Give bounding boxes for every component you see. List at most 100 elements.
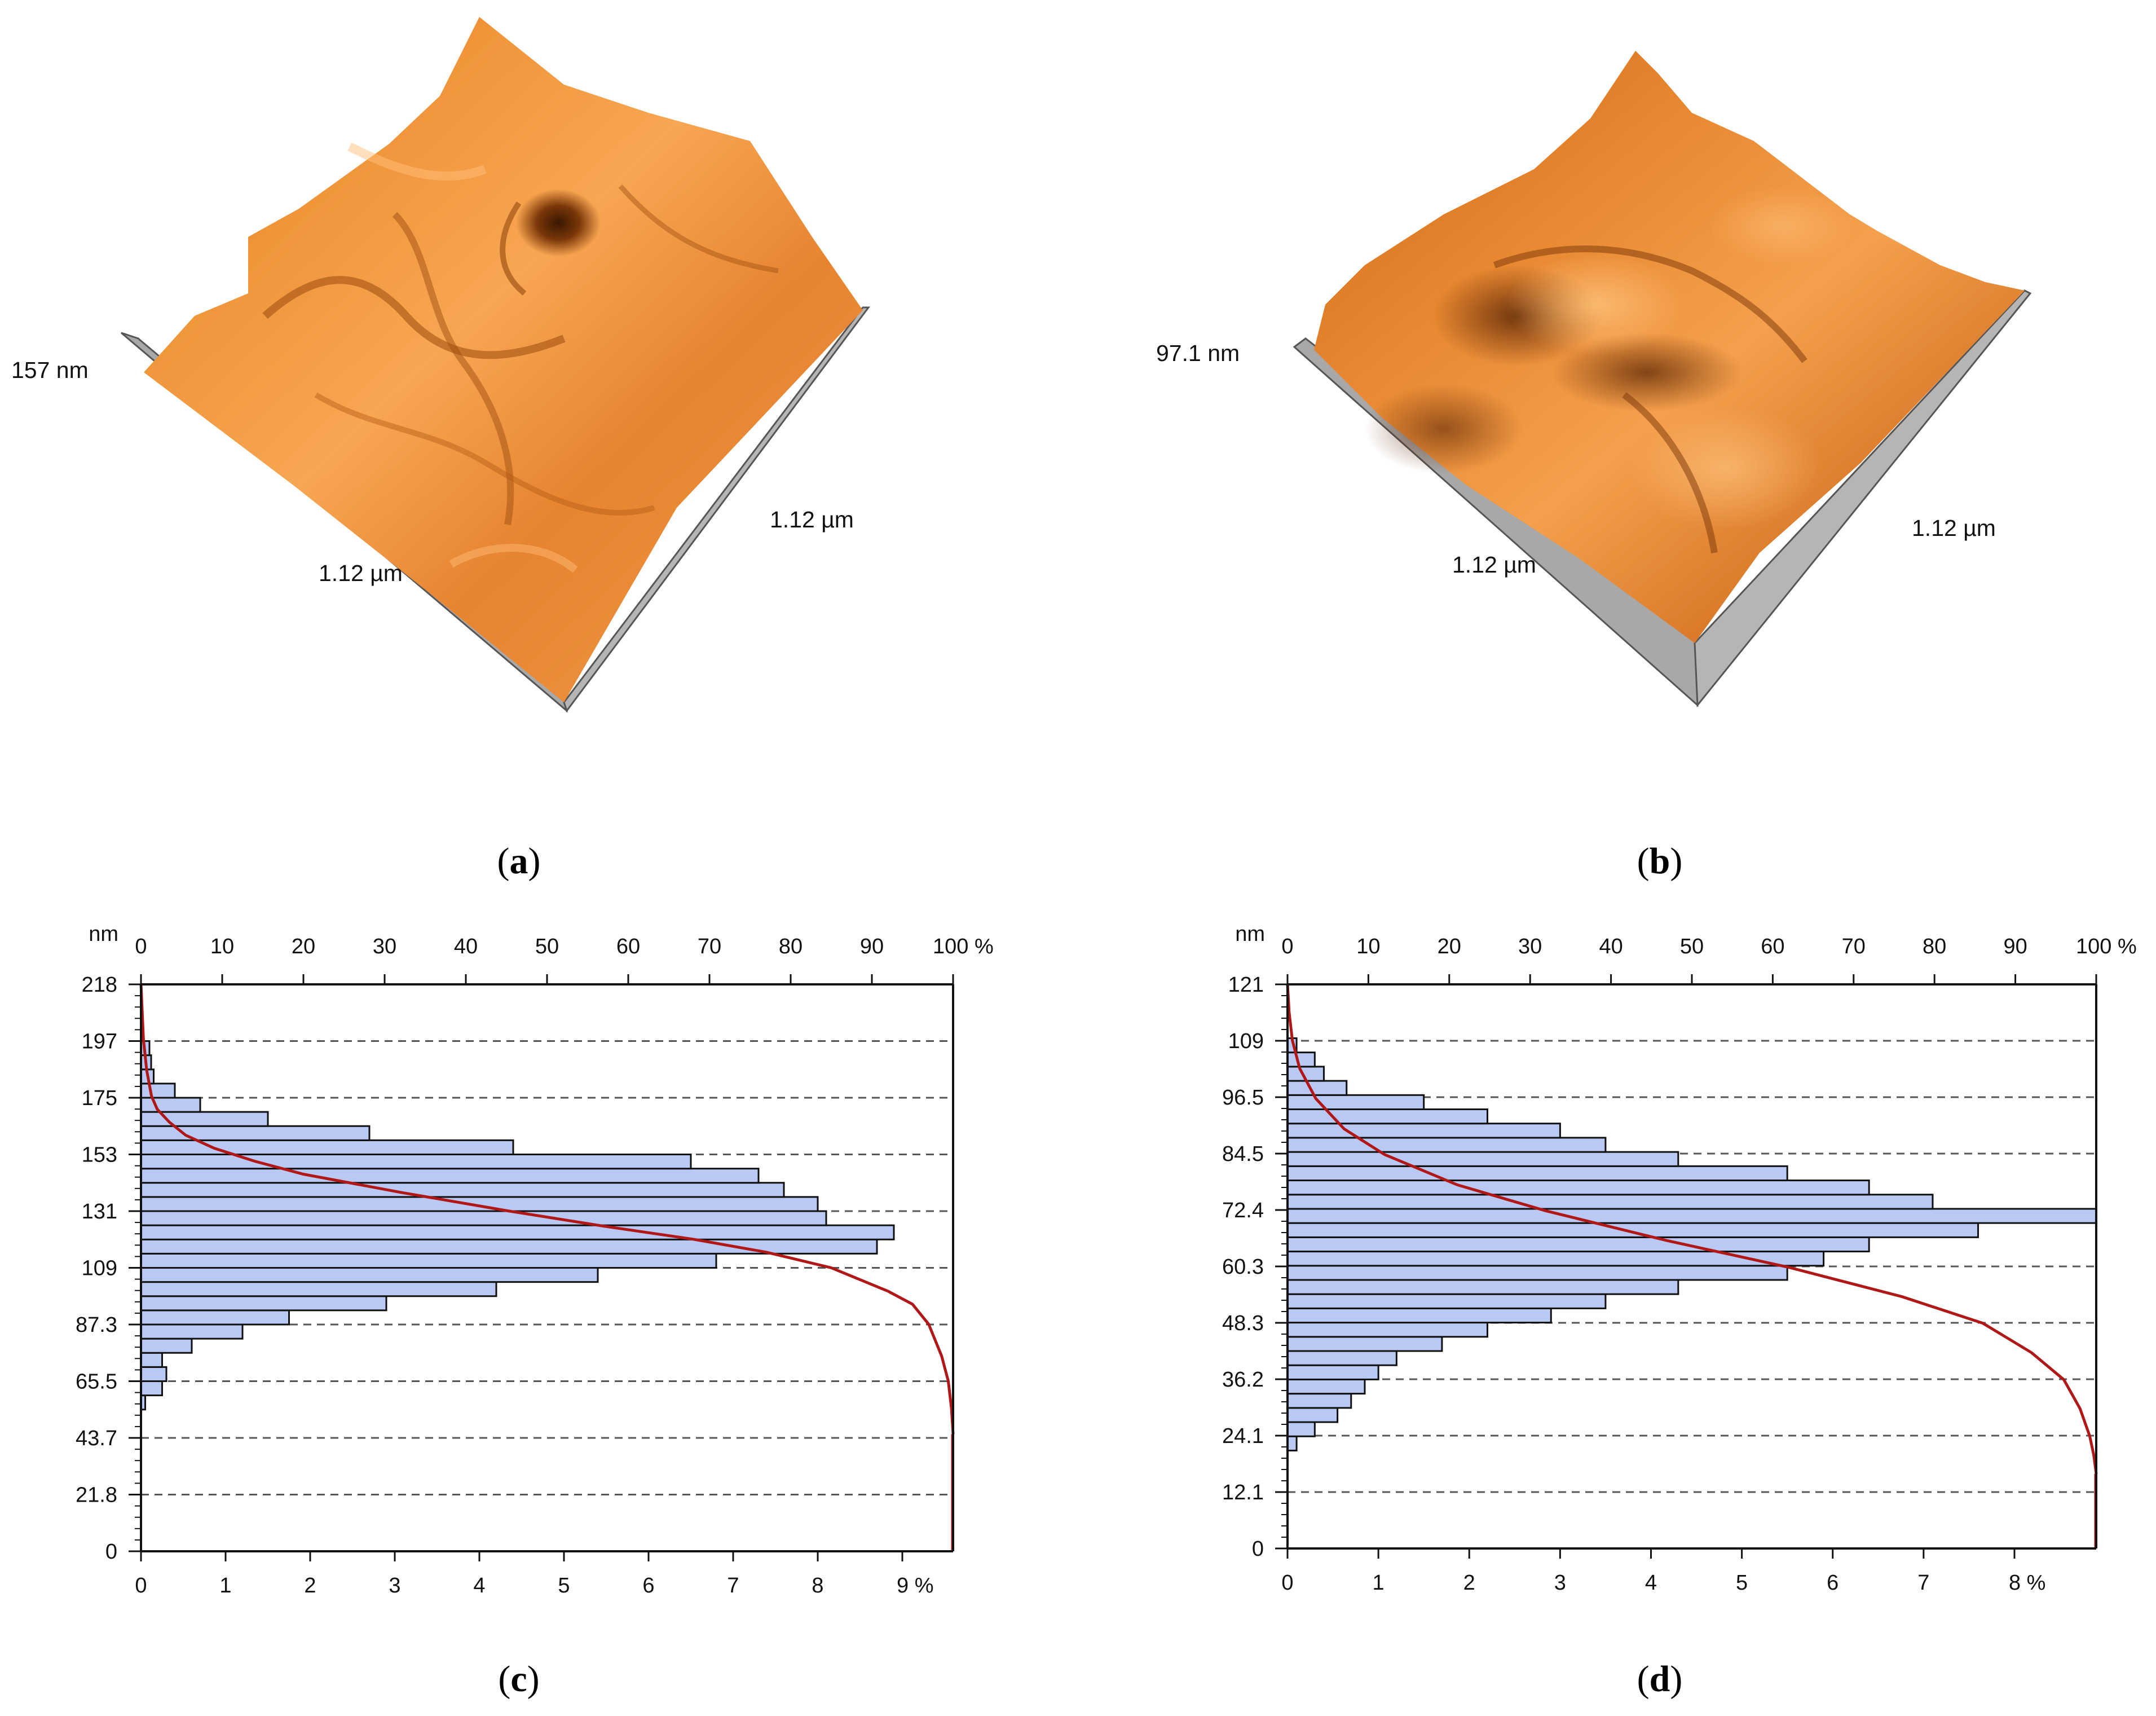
- chart-c-x-top-tick-label: 10: [210, 935, 234, 958]
- chart-d-bar: [1286, 1151, 1679, 1167]
- chart-d-x-bottom-tick-label: 4: [1645, 1571, 1657, 1595]
- panel-a-ridge: [392, 212, 514, 526]
- chart-c-y-tick-label: 21.8: [76, 1484, 117, 1507]
- panel-a-highlight: [347, 142, 487, 181]
- chart-c-bar: [140, 1252, 717, 1269]
- chart-d-bar: [1286, 1378, 1366, 1395]
- panel-b-axis-y-label: 1.12 µm: [1912, 515, 1996, 541]
- panel-a-ridge: [618, 184, 779, 274]
- chart-c-y-tick-label: 197: [82, 1030, 117, 1054]
- chart-c-x-top-tick-label: 0: [135, 935, 147, 958]
- chart-c-x-bottom-tick-label: 0: [135, 1574, 147, 1598]
- chart-d-bar: [1286, 1364, 1379, 1380]
- panel-b-ridge: [1622, 392, 1718, 553]
- chart-d-x-top-tick-label: 100 %: [2076, 935, 2137, 958]
- chart-c-x-bottom-tick-label: 5: [558, 1574, 570, 1598]
- chart-c-bar: [140, 1267, 599, 1283]
- chart-c-bar: [140, 1196, 819, 1212]
- panel-b-highlight: [1709, 186, 1855, 265]
- panel-a-height-label: 157 nm: [11, 357, 89, 383]
- chart-d-x-top-tick-label: 10: [1356, 935, 1380, 958]
- chart-c-y-unit-label: nm: [89, 922, 118, 946]
- chart-d-bar: [1286, 1293, 1607, 1309]
- chart-d-bar: [1286, 1208, 2097, 1224]
- chart-d-y-tick-label: 60.3: [1222, 1255, 1264, 1279]
- chart-d-y-tick-label: 96.5: [1222, 1086, 1264, 1110]
- panel-b-surface: 97.1 nm 1.12 µm 1.12 µm: [1156, 51, 2032, 708]
- panel-a-ridge: [314, 392, 655, 516]
- chart-d-bar: [1286, 1279, 1679, 1295]
- chart-d-x-top-tick-label: 30: [1518, 935, 1542, 958]
- chart-c-x-top-tick-label: 80: [779, 935, 803, 958]
- chart-d-bar: [1286, 1350, 1397, 1366]
- chart-d-bar: [1286, 1407, 1339, 1423]
- histogram-chart-d: 0 12.1 24.1 36.2 48.3 60.3 72.4 84.5 96.5 109 121 n…: [1222, 922, 2137, 1595]
- chart-c-y-tick-label: 109: [82, 1257, 117, 1281]
- chart-c-y-tick-label: 175: [82, 1086, 117, 1110]
- panel-a-top-face: [144, 17, 863, 702]
- chart-c-y-tick-label: 153: [82, 1143, 117, 1167]
- chart-c-bar: [140, 1210, 827, 1226]
- chart-d-x-top-tick-label: 60: [1761, 935, 1784, 958]
- chart-c-x-bottom-tick-label: 7: [727, 1574, 739, 1598]
- histogram-chart-c: 0 21.8 43.7 65.5 87.3 109 131 153 175 197 218 nm 0 1 2…: [76, 922, 994, 1598]
- chart-d-y-tick-label: 121: [1228, 973, 1264, 997]
- chart-d-x-top-tick-label: 50: [1680, 935, 1704, 958]
- chart-c-cumulative-line: [139, 984, 955, 1435]
- chart-d-x-top-tick-label: 80: [1923, 935, 1946, 958]
- chart-d-x-bottom-tick-label: 0: [1281, 1571, 1293, 1595]
- panel-b-shadow: [1365, 384, 1523, 474]
- chart-d-bar: [1286, 1336, 1443, 1352]
- chart-c-bar: [140, 1352, 163, 1368]
- chart-c-bar: [140, 1139, 514, 1155]
- chart-d-bar: [1286, 1108, 1488, 1125]
- chart-c-x-bottom-tick-label: 3: [389, 1574, 400, 1598]
- chart-c-y-tick-label: 43.7: [76, 1427, 117, 1450]
- chart-d-x-bottom-tick-label: 2: [1463, 1571, 1475, 1595]
- chart-d-x-bottom-tick-label: 5: [1736, 1571, 1748, 1595]
- chart-d-bar: [1286, 1080, 1348, 1096]
- chart-c-bar: [140, 1323, 244, 1340]
- chart-d-bar: [1286, 1435, 1298, 1451]
- chart-d-bar: [1286, 1051, 1316, 1068]
- chart-c-x-top-tick-label: 30: [373, 935, 396, 958]
- chart-d-x-bottom-tick-label: 6: [1827, 1571, 1838, 1595]
- panel-a-right-wall: [563, 306, 870, 713]
- chart-d-bar: [1286, 1137, 1607, 1153]
- chart-c-bar: [140, 1111, 269, 1127]
- chart-d-y-tick-label: 24.1: [1222, 1424, 1264, 1448]
- chart-c-bar: [140, 1380, 163, 1397]
- chart-c-y-tick-label: 218: [82, 973, 117, 997]
- chart-d-y-tick-label: 36.2: [1222, 1368, 1264, 1392]
- chart-c-bar: [140, 1097, 201, 1113]
- chart-c-x-bottom-tick-label: 1: [219, 1574, 231, 1598]
- panel-a-pit: [516, 189, 601, 257]
- panel-b-highlight: [1630, 406, 1822, 530]
- chart-c-x-top-tick-label: 70: [698, 935, 721, 958]
- chart-d-bar: [1286, 1180, 1870, 1196]
- chart-d-bar: [1286, 1094, 1425, 1110]
- chart-d-x-top-tick-label: 0: [1281, 935, 1293, 958]
- chart-c-y-tick-label: 87.3: [76, 1313, 117, 1337]
- chart-c-x-top-tick-label: 40: [454, 935, 478, 958]
- chart-d-bar: [1286, 1265, 1788, 1281]
- panel-a-label: (a): [497, 841, 541, 882]
- chart-d-x-bottom-tick-label: 7: [1917, 1571, 1929, 1595]
- panel-b-ridge: [1493, 245, 1807, 363]
- panel-a-highlight: [449, 544, 578, 573]
- chart-d-bar: [1286, 1165, 1788, 1182]
- chart-d-bar: [1286, 1222, 1979, 1238]
- panel-a-ridge: [500, 201, 527, 296]
- chart-c-bar: [140, 1224, 895, 1240]
- chart-d-bar: [1286, 1123, 1561, 1139]
- chart-c-y-tick-label: 65.5: [76, 1370, 117, 1394]
- chart-c-bar: [140, 1281, 497, 1297]
- chart-c-bar: [140, 1083, 176, 1099]
- panel-b-label: (b): [1637, 841, 1683, 882]
- chart-d-bar: [1286, 1236, 1870, 1253]
- chart-d-x-top-tick-label: 70: [1842, 935, 1866, 958]
- chart-d-bar: [1286, 1421, 1316, 1437]
- chart-d-cumulative-line: [1286, 984, 2098, 1475]
- panel-a-axis-x-label: 1.12 µm: [319, 560, 403, 586]
